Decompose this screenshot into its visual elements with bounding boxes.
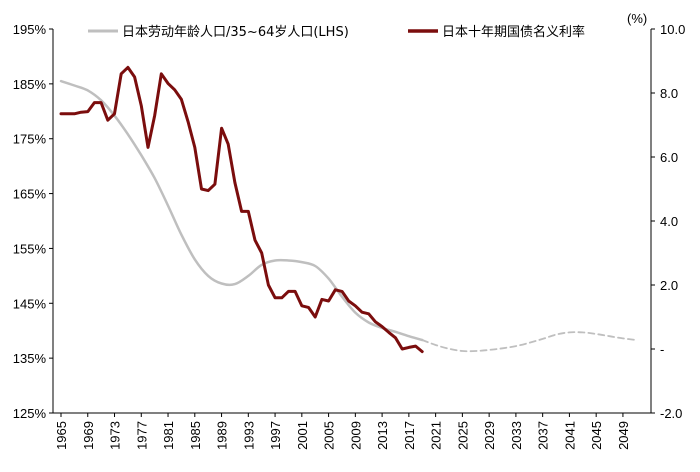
left-tick-label: 195%	[13, 22, 47, 37]
x-tick-label: 1977	[134, 421, 149, 450]
series-line-labor-ratio	[59, 79, 424, 342]
series-line-jgb-yield	[59, 65, 424, 354]
series-layer	[59, 65, 638, 354]
x-axis-ticks: 1965 1969 1973 1977 1981 1985 1989 1993 1997 2001…	[54, 413, 631, 450]
x-tick-label: 2033	[509, 421, 524, 450]
x-tick-label: 2021	[429, 421, 444, 450]
x-tick-label: 1965	[54, 421, 69, 450]
x-tick-label: 1989	[215, 421, 230, 450]
legend-label-labor-ratio: 日本劳动年龄人口/35~64岁人口(LHS)	[122, 24, 349, 40]
x-tick-label: 2045	[589, 421, 604, 450]
right-tick-label: 2.0	[660, 278, 678, 293]
right-axis-ticks: -2.0-2.04.06.08.010.0	[651, 22, 685, 421]
x-tick-label: 2001	[295, 421, 310, 450]
left-tick-label: 135%	[13, 351, 47, 366]
series-line-labor-ratio-forecast	[421, 331, 638, 353]
right-axis-unit: (%)	[627, 11, 647, 26]
x-tick-label: 1973	[108, 421, 123, 450]
x-tick-label: 2049	[616, 421, 631, 450]
chart-frame	[52, 29, 652, 414]
x-tick-label: 2009	[348, 421, 363, 450]
left-tick-label: 155%	[13, 241, 47, 256]
legend: 日本劳动年龄人口/35~64岁人口(LHS) 日本十年期国债名义利率	[88, 24, 585, 40]
right-tick-label: 6.0	[660, 150, 678, 165]
x-tick-label: 2017	[402, 421, 417, 450]
left-tick-label: 145%	[13, 296, 47, 311]
x-tick-label: 1993	[241, 421, 256, 450]
left-tick-label: 125%	[13, 406, 47, 421]
x-tick-label: 1997	[268, 421, 283, 450]
left-axis-ticks: 125% 135% 145% 155% 165% 175% 185% 195%	[13, 22, 53, 421]
right-tick-label: 10.0	[660, 22, 685, 37]
right-tick-label: -2.0	[660, 406, 682, 421]
right-tick-label: -	[660, 342, 664, 357]
legend-label-jgb-yield: 日本十年期国债名义利率	[442, 24, 585, 40]
right-tick-label: 4.0	[660, 214, 678, 229]
x-tick-label: 2041	[562, 421, 577, 450]
x-tick-label: 2025	[455, 421, 470, 450]
x-tick-label: 2037	[536, 421, 551, 450]
x-tick-label: 1981	[161, 421, 176, 450]
x-tick-label: 2013	[375, 421, 390, 450]
left-tick-label: 185%	[13, 77, 47, 92]
left-tick-label: 165%	[13, 187, 47, 202]
x-tick-label: 1985	[188, 421, 203, 450]
x-tick-label: 2005	[322, 421, 337, 450]
x-tick-label: 1969	[81, 421, 96, 450]
left-tick-label: 175%	[13, 132, 47, 147]
right-tick-label: 8.0	[660, 86, 678, 101]
x-tick-label: 2029	[482, 421, 497, 450]
